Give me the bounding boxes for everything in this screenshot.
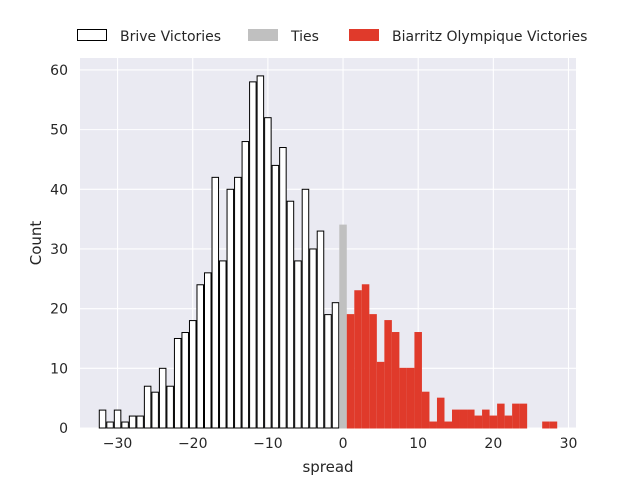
histogram-bar bbox=[136, 415, 144, 429]
histogram-bar bbox=[421, 391, 430, 429]
y-tick-labels: 0 10 20 30 40 50 60 bbox=[50, 63, 68, 437]
histogram-bar bbox=[467, 409, 475, 429]
x-tick-label: −20 bbox=[178, 436, 208, 452]
y-tick-label: 0 bbox=[59, 421, 68, 437]
legend: Brive Victories Ties Biarritz Olympique Vi… bbox=[77, 29, 587, 45]
histogram-bar bbox=[346, 314, 355, 429]
histogram-bar bbox=[226, 188, 235, 429]
histogram-bar bbox=[113, 409, 122, 429]
histogram-bar bbox=[121, 421, 129, 429]
histogram-bar bbox=[474, 415, 483, 429]
histogram-bar bbox=[143, 385, 152, 429]
x-tick-labels: −30 −20 −10 0 10 20 30 bbox=[103, 436, 578, 452]
histogram-bar bbox=[504, 415, 513, 429]
histogram-bar bbox=[414, 332, 422, 429]
histogram-bar bbox=[542, 421, 550, 429]
histogram-bar bbox=[324, 314, 332, 429]
legend-swatch bbox=[77, 29, 107, 41]
histogram-bar bbox=[128, 415, 137, 429]
histogram-bar bbox=[286, 200, 295, 429]
histogram-bar bbox=[354, 290, 362, 429]
histogram-bar bbox=[151, 391, 159, 429]
histogram-bar bbox=[204, 272, 212, 429]
histogram-bar bbox=[549, 421, 558, 429]
histogram-bar bbox=[459, 409, 468, 429]
histogram-bar bbox=[316, 230, 325, 429]
bars bbox=[98, 75, 558, 429]
histogram-bar bbox=[384, 320, 392, 429]
histogram-bar bbox=[497, 403, 505, 429]
histogram-bar bbox=[196, 284, 204, 429]
legend-label: Biarritz Olympique Victories bbox=[392, 29, 587, 45]
histogram-bar bbox=[181, 332, 189, 429]
histogram-bar bbox=[444, 421, 453, 429]
histogram-bar bbox=[309, 248, 317, 429]
histogram-bar bbox=[279, 147, 287, 429]
histogram-bar bbox=[241, 141, 250, 429]
histogram-bar bbox=[166, 385, 174, 429]
histogram-bar bbox=[406, 367, 415, 429]
histogram-bar bbox=[489, 415, 498, 429]
legend-swatch bbox=[248, 29, 278, 41]
y-tick-label: 50 bbox=[50, 123, 68, 139]
histogram-bar bbox=[294, 260, 302, 429]
histogram-bar bbox=[211, 176, 220, 429]
x-tick-label: 0 bbox=[339, 436, 348, 452]
y-axis-label: Count bbox=[27, 221, 45, 266]
histogram-bar bbox=[106, 421, 114, 429]
histogram-bar bbox=[512, 403, 520, 429]
histogram-bar bbox=[436, 397, 445, 429]
x-tick-label: −30 bbox=[103, 436, 133, 452]
y-tick-label: 40 bbox=[50, 182, 68, 198]
histogram-bar bbox=[369, 314, 377, 429]
x-tick-label: −10 bbox=[253, 436, 283, 452]
histogram-bar bbox=[249, 81, 257, 429]
x-tick-label: 20 bbox=[484, 436, 502, 452]
legend-label: Ties bbox=[290, 29, 319, 45]
legend-swatch bbox=[349, 29, 379, 41]
histogram-bar bbox=[399, 367, 407, 429]
histogram-bar bbox=[158, 367, 167, 429]
histogram-bar bbox=[98, 409, 107, 429]
y-tick-label: 10 bbox=[50, 361, 68, 377]
histogram-bar bbox=[361, 284, 370, 429]
histogram-bar bbox=[482, 409, 490, 429]
legend-label: Brive Victories bbox=[120, 29, 221, 45]
x-tick-label: 10 bbox=[409, 436, 427, 452]
histogram-bar bbox=[452, 409, 460, 429]
y-tick-label: 60 bbox=[50, 63, 68, 79]
histogram-bar bbox=[339, 224, 347, 429]
histogram-bar bbox=[173, 337, 182, 429]
histogram-bar bbox=[219, 260, 227, 429]
histogram-bar bbox=[188, 320, 197, 429]
y-tick-label: 30 bbox=[50, 242, 68, 258]
x-tick-label: 30 bbox=[560, 436, 578, 452]
x-axis-label: spread bbox=[302, 458, 353, 476]
histogram-bar bbox=[331, 302, 340, 429]
histogram-bar bbox=[519, 403, 528, 429]
histogram-bar bbox=[256, 75, 265, 429]
histogram-bar bbox=[271, 164, 280, 429]
histogram-bar bbox=[264, 117, 272, 429]
histogram-bar bbox=[301, 188, 310, 429]
y-tick-label: 20 bbox=[50, 302, 68, 318]
histogram-bar bbox=[234, 176, 242, 429]
histogram-bar bbox=[429, 421, 437, 429]
histogram-bar bbox=[391, 332, 400, 429]
histogram-bar bbox=[376, 361, 385, 429]
